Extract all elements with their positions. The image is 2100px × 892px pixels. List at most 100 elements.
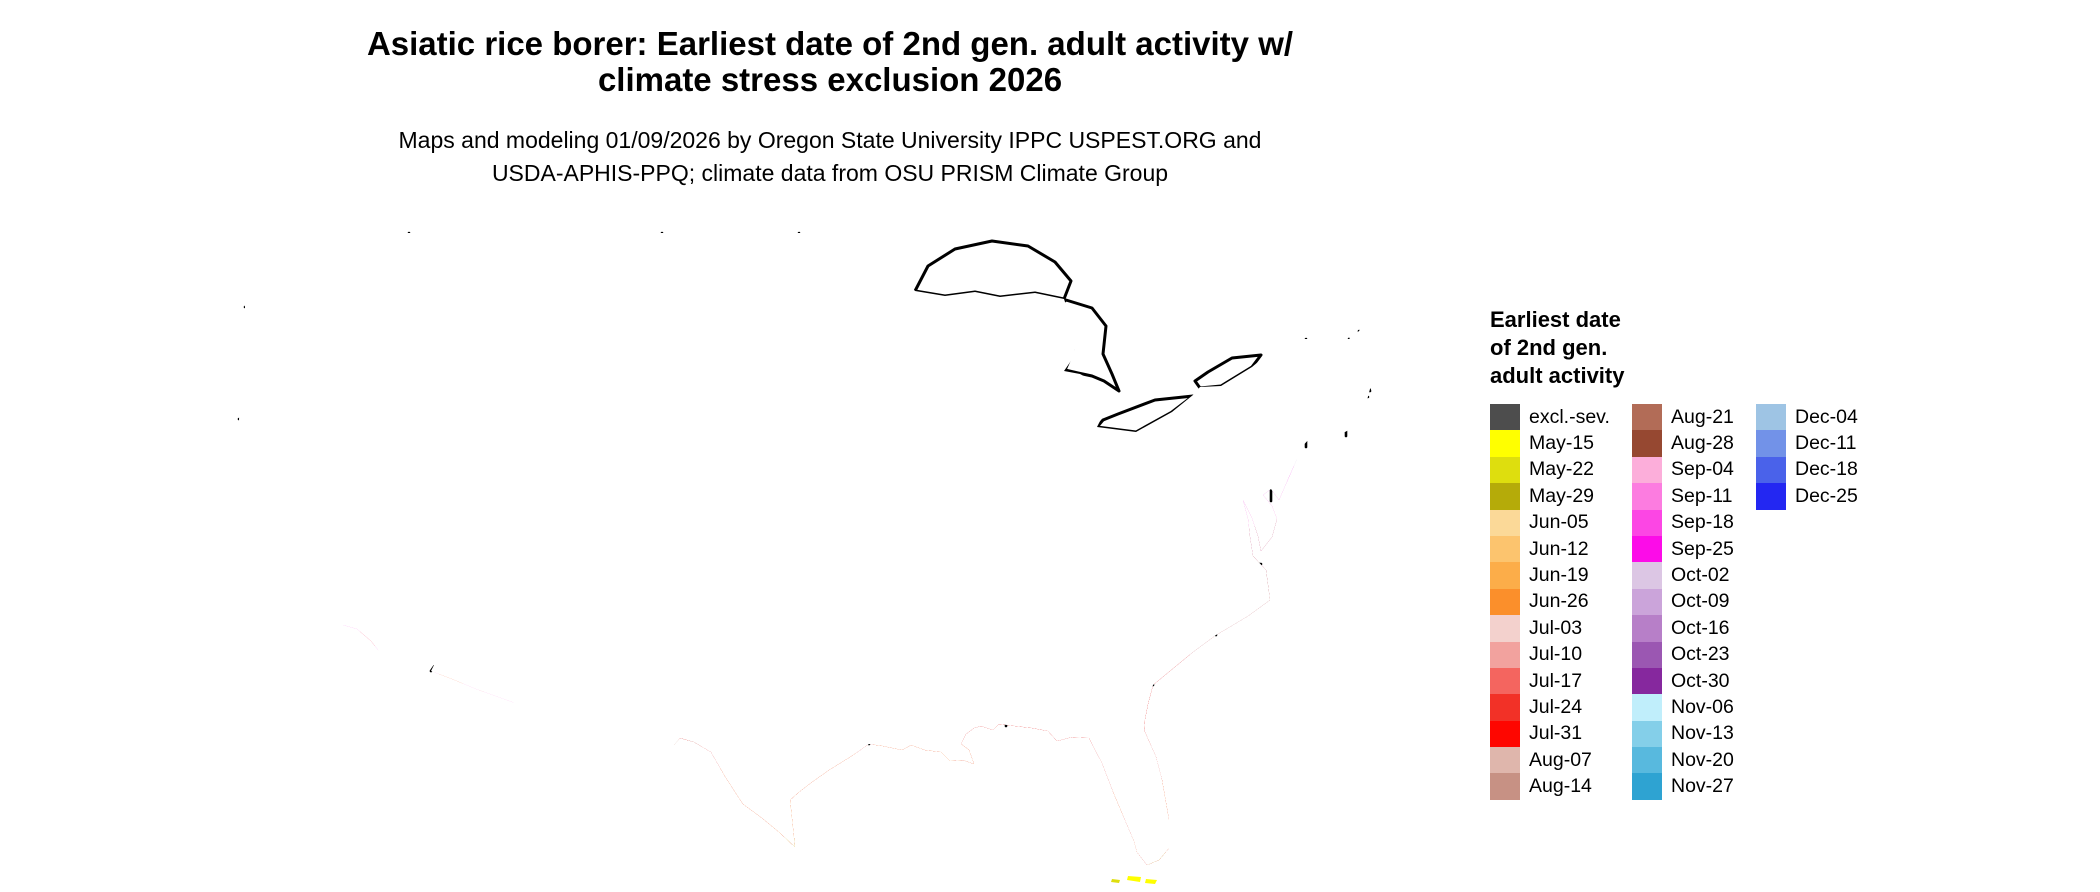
legend-label: Dec-04	[1795, 405, 1858, 428]
legend-entry: Jun-12	[1490, 535, 1610, 563]
legend-column-3: Dec-04 Dec-11 Dec-18 Dec-25	[1756, 404, 1858, 510]
legend-entry: Aug-28	[1632, 430, 1734, 457]
legend-label: Dec-18	[1795, 458, 1858, 481]
legend-swatch	[1632, 694, 1662, 721]
legend-label: Sep-04	[1671, 458, 1734, 481]
legend-entry: Sep-11	[1632, 483, 1734, 510]
legend-swatch	[1632, 562, 1662, 589]
legend-swatch	[1490, 720, 1520, 748]
legend-label: excl.-sev.	[1529, 405, 1610, 428]
legend-swatch	[1490, 615, 1520, 642]
legend-swatch	[1632, 641, 1662, 668]
keys-may-22	[1111, 879, 1120, 883]
legend-swatch	[1490, 430, 1520, 457]
legend-entry: Jul-10	[1490, 641, 1610, 668]
legend-swatch	[1632, 456, 1662, 484]
legend-swatch	[1490, 773, 1520, 800]
legend-label: Jun-19	[1529, 564, 1589, 587]
legend-column-1: excl.-sev. May-15 May-22 May-29 Jun-05 Jun-12…	[1490, 404, 1610, 800]
legend-label: Jul-31	[1529, 722, 1583, 745]
legend-entry: Jul-03	[1490, 615, 1610, 642]
legend-swatch	[1632, 430, 1662, 457]
legend-swatch	[1756, 483, 1786, 510]
page-title: Asiatic rice borer: Earliest date of 2nd…	[0, 26, 1660, 98]
legend-entry: Sep-04	[1632, 456, 1734, 484]
legend-entry: Nov-06	[1632, 694, 1734, 721]
legend-label: May-15	[1529, 432, 1595, 455]
legend-entry: Oct-09	[1632, 588, 1734, 616]
legend-label: Jun-05	[1529, 511, 1589, 534]
legend-swatch	[1632, 747, 1662, 774]
legend-entry: Nov-20	[1632, 747, 1734, 774]
legend-label: Nov-06	[1671, 695, 1734, 718]
legend-swatch	[1490, 562, 1520, 589]
legend-entry: Sep-18	[1632, 509, 1734, 536]
legend-swatch	[1490, 588, 1520, 616]
legend-label: Jun-26	[1529, 590, 1589, 613]
keys-may-15	[1127, 876, 1141, 882]
legend-swatch	[1632, 720, 1662, 748]
legend-label: Oct-09	[1671, 590, 1730, 613]
lake-superior	[913, 239, 1073, 301]
keys-may-15-2	[1145, 879, 1157, 884]
legend-entry: Nov-27	[1632, 773, 1734, 800]
legend-swatch	[1756, 404, 1786, 431]
legend-swatch	[1490, 667, 1520, 695]
legend-label: May-22	[1529, 458, 1595, 481]
legend-entry: excl.-sev.	[1490, 404, 1610, 431]
legend-swatch	[1490, 483, 1520, 510]
legend-swatch	[1632, 588, 1662, 616]
legend-entry: Oct-30	[1632, 667, 1734, 695]
legend-entry: Jun-19	[1490, 562, 1610, 589]
legend-entry: Nov-13	[1632, 720, 1734, 748]
legend-label: Aug-28	[1671, 432, 1734, 455]
legend-label: Oct-23	[1671, 643, 1730, 666]
legend-swatch	[1490, 694, 1520, 721]
legend-label: Nov-13	[1671, 722, 1734, 745]
legend-entry: Jun-26	[1490, 588, 1610, 616]
legend-swatch	[1632, 535, 1662, 563]
legend-title-line-2: of 2nd gen.	[1490, 335, 1608, 360]
legend-swatch	[1632, 509, 1662, 536]
subtitle-line-2: USDA-APHIS-PPQ; climate data from OSU PR…	[491, 160, 1169, 186]
legend-swatch	[1756, 430, 1786, 457]
legend-label: Jun-12	[1529, 537, 1589, 560]
legend-label: Sep-11	[1671, 484, 1733, 507]
legend-entry: May-22	[1490, 456, 1610, 484]
legend-label: Nov-20	[1671, 748, 1734, 771]
legend-entry: Dec-18	[1756, 456, 1858, 484]
legend-label: May-29	[1529, 484, 1595, 507]
legend-title-line-1: Earliest date	[1490, 307, 1621, 332]
legend-entry: Sep-25	[1632, 535, 1734, 563]
legend-entry: Jul-17	[1490, 667, 1610, 695]
legend-swatch	[1632, 615, 1662, 642]
lake-ontario	[1193, 353, 1263, 390]
legend-entry: May-15	[1490, 430, 1610, 457]
legend-label: Dec-25	[1795, 484, 1858, 507]
legend-entry: Jul-24	[1490, 694, 1610, 721]
legend-entry: Oct-23	[1632, 641, 1734, 668]
title-line-2: climate stress exclusion 2026	[597, 61, 1063, 98]
legend-label: Sep-18	[1671, 511, 1734, 534]
legend-label: Oct-02	[1671, 564, 1730, 587]
lake-erie	[1095, 394, 1195, 434]
legend-swatch	[1490, 509, 1520, 536]
legend-entry: Jul-31	[1490, 720, 1610, 748]
legend-swatch	[1490, 404, 1520, 431]
legend-column-2: Aug-21 Aug-28 Sep-04 Sep-11 Sep-18 Sep-25 Oct-…	[1632, 404, 1734, 800]
legend-entry: Dec-11	[1756, 430, 1858, 457]
subtitle-line-1: Maps and modeling 01/09/2026 by Oregon S…	[398, 127, 1262, 153]
legend-entry: Dec-25	[1756, 483, 1858, 510]
florida-keys	[1111, 876, 1157, 884]
legend-entry: Oct-16	[1632, 615, 1734, 642]
legend-label: Sep-25	[1671, 537, 1734, 560]
legend-title-line-3: adult activity	[1490, 363, 1625, 388]
legend-label: Dec-11	[1795, 432, 1857, 455]
legend-label: Aug-21	[1671, 405, 1734, 428]
legend-swatch	[1632, 404, 1662, 431]
legend-entry: Jun-05	[1490, 509, 1610, 536]
title-line-1: Asiatic rice borer: Earliest date of 2nd…	[366, 25, 1294, 62]
legend-swatch	[1632, 773, 1662, 800]
